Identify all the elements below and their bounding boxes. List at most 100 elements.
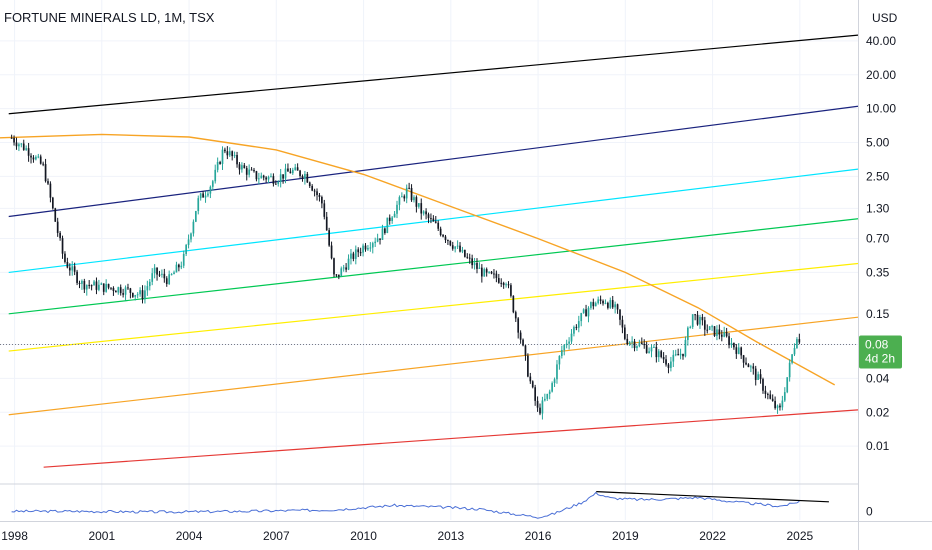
candle-down xyxy=(250,169,253,171)
candle-down xyxy=(42,163,44,165)
candle-down xyxy=(90,285,93,287)
y-tick-label: 0.35 xyxy=(866,265,890,279)
candle-down xyxy=(779,405,781,408)
trend-line xyxy=(43,409,859,468)
candle-down xyxy=(333,258,335,275)
candle-up xyxy=(185,244,187,254)
candle-up xyxy=(98,284,100,290)
candle-up xyxy=(679,353,682,356)
candle-down xyxy=(420,203,423,214)
candle-down xyxy=(425,211,427,215)
candle-down xyxy=(621,319,624,328)
candle-up xyxy=(699,317,701,325)
candle-down xyxy=(301,175,304,179)
trend-line xyxy=(8,105,859,218)
candle-down xyxy=(626,338,629,345)
candle-up xyxy=(396,204,398,214)
candle-down xyxy=(282,174,284,179)
candle-up xyxy=(350,253,352,259)
candle-down xyxy=(490,271,493,274)
candle-down xyxy=(49,183,52,198)
candle-down xyxy=(32,157,35,160)
candle-down xyxy=(345,267,347,270)
candle-up xyxy=(648,351,650,353)
candle-down xyxy=(733,342,735,348)
candle-down xyxy=(522,339,524,346)
candle-down xyxy=(480,267,483,277)
candle-up xyxy=(670,361,672,368)
candle-up xyxy=(594,303,597,307)
candle-down xyxy=(774,400,776,409)
candle-up xyxy=(20,143,23,145)
candle-down xyxy=(512,295,515,313)
x-tick-label: 2013 xyxy=(437,529,464,543)
candle-down xyxy=(131,292,134,297)
candle-down xyxy=(119,287,122,294)
currency-label[interactable]: USD xyxy=(872,11,898,25)
candle-down xyxy=(703,320,706,330)
y-tick-label: 0.15 xyxy=(866,307,890,321)
y-tick-label: 1.30 xyxy=(866,201,890,215)
candle-up xyxy=(672,354,675,362)
candle-down xyxy=(231,151,234,157)
candle-down xyxy=(73,266,76,272)
candle-up xyxy=(18,144,20,147)
candle-down xyxy=(449,240,452,246)
candle-down xyxy=(141,290,144,300)
candle-up xyxy=(413,197,415,201)
candle-down xyxy=(178,264,180,268)
divergence-line xyxy=(596,491,829,503)
candle-up xyxy=(580,313,583,322)
candle-down xyxy=(66,261,69,268)
candle-down xyxy=(706,329,709,331)
candle-down xyxy=(720,334,723,337)
candle-down xyxy=(27,148,30,156)
candle-up xyxy=(144,290,146,300)
candle-down xyxy=(325,216,328,231)
trend-line xyxy=(8,316,859,416)
candle-up xyxy=(199,193,202,199)
candle-down xyxy=(274,183,277,185)
candle-up xyxy=(151,273,154,282)
candle-up xyxy=(786,377,789,393)
candle-up xyxy=(362,245,364,253)
candle-down xyxy=(643,343,646,346)
candle-up xyxy=(136,294,139,296)
candle-down xyxy=(388,217,391,221)
candle-up xyxy=(124,287,127,295)
candle-down xyxy=(22,143,25,150)
candle-up xyxy=(687,327,689,340)
candle-up xyxy=(170,274,173,276)
candle-down xyxy=(156,267,158,275)
candle-up xyxy=(553,379,556,384)
candle-up xyxy=(391,217,394,221)
candle-up xyxy=(294,167,297,170)
candle-down xyxy=(337,274,340,277)
candle-down xyxy=(718,329,721,335)
candle-down xyxy=(619,309,621,320)
candle-down xyxy=(517,318,520,333)
x-tick-label: 1998 xyxy=(1,529,28,543)
y-tick-label: 0.04 xyxy=(866,371,890,385)
candle-down xyxy=(798,339,801,343)
candle-up xyxy=(248,169,251,175)
candle-up xyxy=(582,309,585,314)
candle-up xyxy=(270,176,272,178)
candle-down xyxy=(466,256,469,258)
candle-down xyxy=(78,282,81,284)
candle-up xyxy=(180,265,183,268)
candle-down xyxy=(44,164,47,182)
y-tick-label: 0.01 xyxy=(866,439,890,453)
candle-down xyxy=(357,249,360,253)
candle-down xyxy=(677,354,680,356)
candle-up xyxy=(628,342,631,345)
candle-up xyxy=(781,400,784,408)
candle-down xyxy=(694,314,696,316)
candle-down xyxy=(102,283,105,292)
candle-up xyxy=(614,304,616,308)
candle-down xyxy=(623,327,626,339)
price-badge: 0.08 4d 2h xyxy=(859,335,902,369)
candle-down xyxy=(764,390,767,394)
candle-down xyxy=(585,309,587,317)
